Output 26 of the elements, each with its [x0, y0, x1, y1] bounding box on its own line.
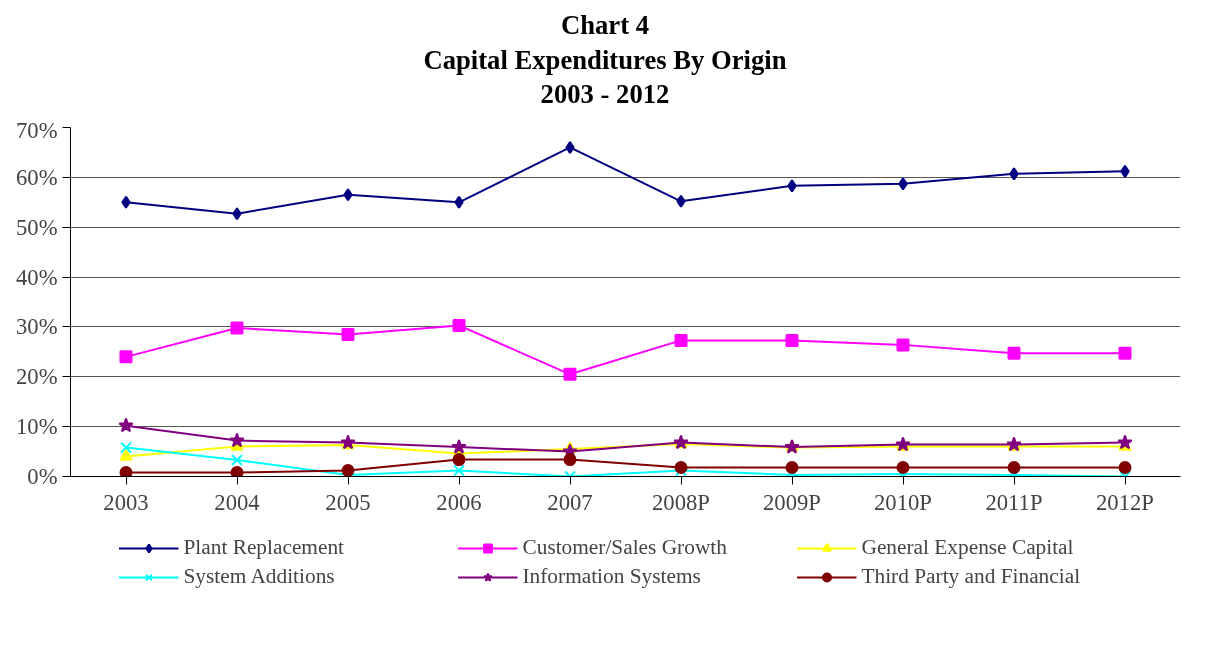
x-tick-label: 2005: [325, 489, 371, 515]
y-tick-label: 10%: [15, 414, 58, 440]
y-tick-label: 0%: [27, 464, 58, 490]
chart-title: Chart 4: [560, 10, 650, 40]
legend-label: Information Systems: [522, 564, 702, 590]
x-tick-label: 2010P: [874, 489, 932, 515]
x-tick-label: 2004: [214, 489, 260, 515]
x-tick-label: 2003: [103, 489, 149, 515]
x-tick-label: 2009P: [763, 489, 821, 515]
y-tick-label: 30%: [15, 314, 58, 340]
x-tick-label: 2008P: [652, 489, 710, 515]
x-tick-label: 2012P: [1096, 489, 1154, 515]
x-tick-label: 2006: [436, 489, 482, 515]
legend-label: General Expense Capital: [861, 535, 1075, 561]
x-tick-label: 2007: [547, 489, 593, 515]
legend-label: System Additions: [183, 564, 336, 590]
legend-label: Customer/Sales Growth: [522, 535, 728, 561]
y-tick-label: 70%: [15, 117, 58, 143]
legend-label: Plant Replacement: [183, 535, 345, 561]
y-tick-label: 60%: [15, 164, 58, 190]
x-tick-label: 2011P: [985, 489, 1043, 515]
chart-subtitle: Capital Expenditures By Origin 2003 - 2012: [423, 44, 787, 110]
legend-label: Third Party and Financial: [861, 564, 1082, 590]
y-tick-label: 20%: [15, 364, 58, 390]
y-tick-label: 50%: [15, 214, 58, 240]
y-tick-label: 40%: [15, 264, 58, 290]
